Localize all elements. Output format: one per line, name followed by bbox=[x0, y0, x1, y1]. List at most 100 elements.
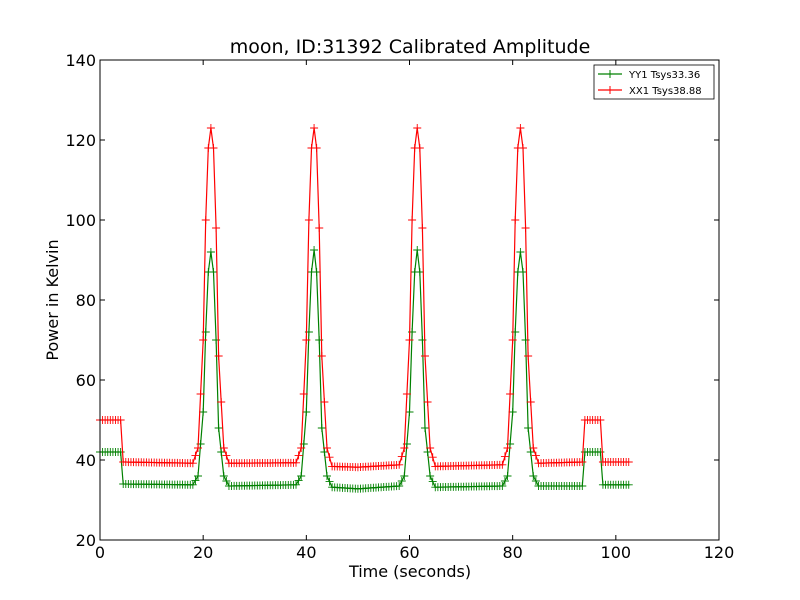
data-point bbox=[209, 268, 218, 276]
data-point bbox=[304, 216, 313, 224]
y-tick-label: 40 bbox=[76, 451, 96, 470]
data-point bbox=[426, 444, 435, 452]
data-point bbox=[524, 424, 533, 432]
data-point bbox=[294, 476, 303, 485]
y-tick-label: 120 bbox=[65, 131, 96, 150]
data-point bbox=[415, 144, 424, 152]
data-point bbox=[297, 444, 306, 452]
y-tick-label: 80 bbox=[76, 291, 96, 310]
x-tick-label: 120 bbox=[704, 543, 735, 562]
data-point bbox=[297, 472, 306, 480]
data-point bbox=[116, 416, 125, 424]
data-point bbox=[420, 424, 429, 432]
data-point bbox=[596, 416, 605, 424]
data-point bbox=[194, 472, 203, 480]
data-point bbox=[426, 472, 435, 480]
y-tick-label: 60 bbox=[76, 371, 96, 390]
legend-label: YY1 Tsys33.36 bbox=[628, 70, 700, 81]
data-point bbox=[206, 124, 215, 132]
data-point bbox=[292, 458, 301, 467]
data-point bbox=[212, 224, 221, 232]
data-point bbox=[508, 336, 517, 344]
data-point bbox=[503, 472, 512, 480]
data-point bbox=[325, 477, 334, 486]
data-point bbox=[405, 408, 414, 416]
data-point bbox=[518, 144, 527, 152]
x-tick-label: 40 bbox=[296, 543, 316, 562]
data-point bbox=[310, 124, 319, 132]
data-point bbox=[214, 424, 223, 432]
data-point bbox=[428, 477, 437, 486]
legend-marker bbox=[606, 70, 614, 78]
data-point bbox=[596, 448, 605, 456]
series-0 bbox=[96, 246, 633, 493]
x-tick-label: 20 bbox=[193, 543, 213, 562]
data-point bbox=[578, 482, 587, 490]
data-point bbox=[312, 268, 321, 276]
data-point bbox=[624, 458, 633, 466]
data-point bbox=[500, 452, 509, 461]
data-point bbox=[506, 390, 515, 398]
data-point bbox=[222, 451, 231, 460]
legend: YY1 Tsys33.36 XX1 Tsys38.88 bbox=[593, 64, 715, 100]
data-point bbox=[325, 453, 334, 462]
data-point bbox=[315, 224, 324, 232]
data-point bbox=[191, 476, 200, 485]
data-point bbox=[292, 480, 301, 489]
data-point bbox=[312, 144, 321, 152]
data-point bbox=[503, 444, 512, 452]
x-tick-label: 100 bbox=[601, 543, 632, 562]
data-series bbox=[96, 124, 633, 493]
data-point bbox=[196, 390, 205, 398]
y-tick-label: 140 bbox=[65, 51, 96, 70]
data-point bbox=[188, 480, 197, 489]
data-point bbox=[206, 248, 215, 256]
legend-entry: XX1 Tsys38.88 bbox=[598, 86, 702, 97]
data-point bbox=[516, 248, 525, 256]
data-point bbox=[299, 390, 308, 398]
legend-entry: YY1 Tsys33.36 bbox=[598, 70, 700, 81]
data-point bbox=[294, 451, 303, 460]
y-tick-label: 100 bbox=[65, 211, 96, 230]
data-point bbox=[217, 398, 226, 406]
y-axis-label: Power in Kelvin bbox=[43, 239, 62, 360]
data-point bbox=[400, 444, 409, 452]
data-point bbox=[322, 444, 331, 452]
data-point bbox=[317, 352, 326, 360]
data-point bbox=[524, 352, 533, 360]
data-point bbox=[199, 408, 208, 416]
data-point bbox=[395, 460, 404, 469]
data-point bbox=[415, 268, 424, 276]
legend-label: XX1 Tsys38.88 bbox=[629, 86, 702, 97]
data-point bbox=[397, 477, 406, 485]
data-point bbox=[209, 144, 218, 152]
series-1 bbox=[96, 124, 633, 472]
data-point bbox=[423, 398, 432, 406]
data-point bbox=[516, 124, 525, 132]
y-axis: 20 40 60 80 100 120 140 bbox=[65, 51, 719, 550]
data-point bbox=[498, 482, 507, 490]
data-point bbox=[302, 408, 311, 416]
data-point bbox=[624, 480, 633, 489]
data-point bbox=[529, 444, 538, 452]
data-point bbox=[302, 336, 311, 344]
data-point bbox=[317, 424, 326, 432]
y-tick-label: 20 bbox=[76, 531, 96, 550]
data-point bbox=[518, 268, 527, 276]
x-tick-label: 80 bbox=[502, 543, 522, 562]
data-point bbox=[400, 472, 409, 480]
data-point bbox=[191, 451, 200, 460]
legend-marker bbox=[606, 86, 614, 94]
x-tick-label: 0 bbox=[95, 543, 105, 562]
x-axis-label: Time (seconds) bbox=[348, 562, 471, 581]
data-point bbox=[310, 246, 319, 254]
data-point bbox=[420, 352, 429, 360]
data-point bbox=[408, 216, 417, 224]
data-point bbox=[578, 458, 587, 466]
data-point bbox=[199, 336, 208, 344]
data-point bbox=[405, 336, 414, 344]
data-point bbox=[397, 452, 406, 461]
data-point bbox=[214, 352, 223, 360]
data-point bbox=[322, 472, 331, 480]
